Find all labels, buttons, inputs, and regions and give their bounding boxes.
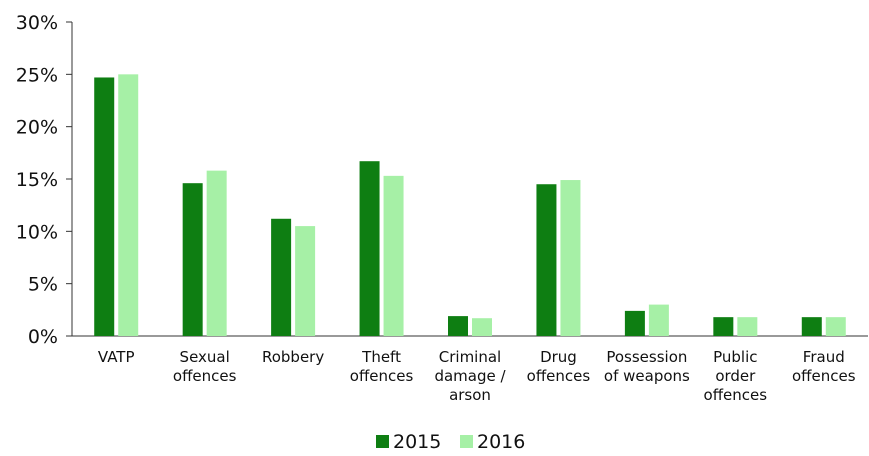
bar [206, 170, 227, 336]
x-tick-line: offences [527, 367, 591, 385]
x-tick-line: of weapons [604, 367, 690, 385]
bar [359, 161, 380, 336]
bar [624, 310, 645, 336]
bar [536, 184, 557, 336]
x-tick-label: Possession of weapons [604, 348, 690, 385]
bar [825, 317, 846, 336]
bar [448, 316, 468, 336]
x-tick-line: Criminal [439, 348, 501, 366]
y-tick-label: 10% [16, 221, 58, 243]
bar [737, 317, 758, 336]
bar [560, 180, 581, 336]
legend-label: 2016 [477, 431, 525, 452]
legend-swatch [460, 435, 473, 448]
x-tick-label: Sexual offences [173, 348, 237, 385]
x-tick-line: Public [713, 348, 757, 366]
x-tick-label: Criminal damage / arson [434, 348, 506, 404]
bar [801, 317, 822, 336]
x-tick-line: damage / [434, 367, 506, 385]
x-tick-label: Public order offences [704, 348, 768, 404]
x-tick-line: Fraud [803, 348, 845, 366]
bar [118, 74, 139, 336]
y-tick-label: 30% [16, 12, 58, 34]
x-tick-line: arson [449, 386, 491, 404]
y-tick-label: 25% [16, 64, 58, 86]
x-tick-line: offences [350, 367, 414, 385]
x-tick-line: offences [792, 367, 856, 385]
bar [182, 183, 203, 336]
x-tick-line: Theft [361, 348, 401, 366]
x-tick-label: Drug offences [527, 348, 591, 385]
y-tick-label: 15% [16, 169, 58, 191]
x-tick-line: offences [173, 367, 237, 385]
y-tick-label: 5% [28, 274, 58, 296]
x-tick-line: offences [704, 386, 768, 404]
legend-label: 2015 [393, 431, 441, 452]
y-tick-label: 0% [28, 326, 58, 348]
legend-swatch [376, 435, 389, 448]
bar [271, 218, 292, 336]
bar [94, 77, 115, 337]
bar [713, 317, 734, 336]
x-tick-label: Theft offences [350, 348, 414, 385]
x-tick-line: order [715, 367, 756, 385]
x-tick-line: Drug [540, 348, 577, 366]
bar [472, 318, 492, 336]
bar [648, 304, 669, 336]
x-tick-line: Sexual [180, 348, 230, 366]
bar [383, 175, 404, 336]
x-tick-line: Robbery [262, 348, 324, 366]
bar [295, 226, 316, 336]
x-tick-label: Fraud offences [792, 348, 856, 385]
x-tick-label: Robbery [262, 348, 324, 366]
x-tick-label: VATP [98, 348, 135, 366]
y-tick-label: 20% [16, 117, 58, 139]
x-tick-line: Possession [606, 348, 687, 366]
x-tick-line: VATP [98, 348, 135, 366]
